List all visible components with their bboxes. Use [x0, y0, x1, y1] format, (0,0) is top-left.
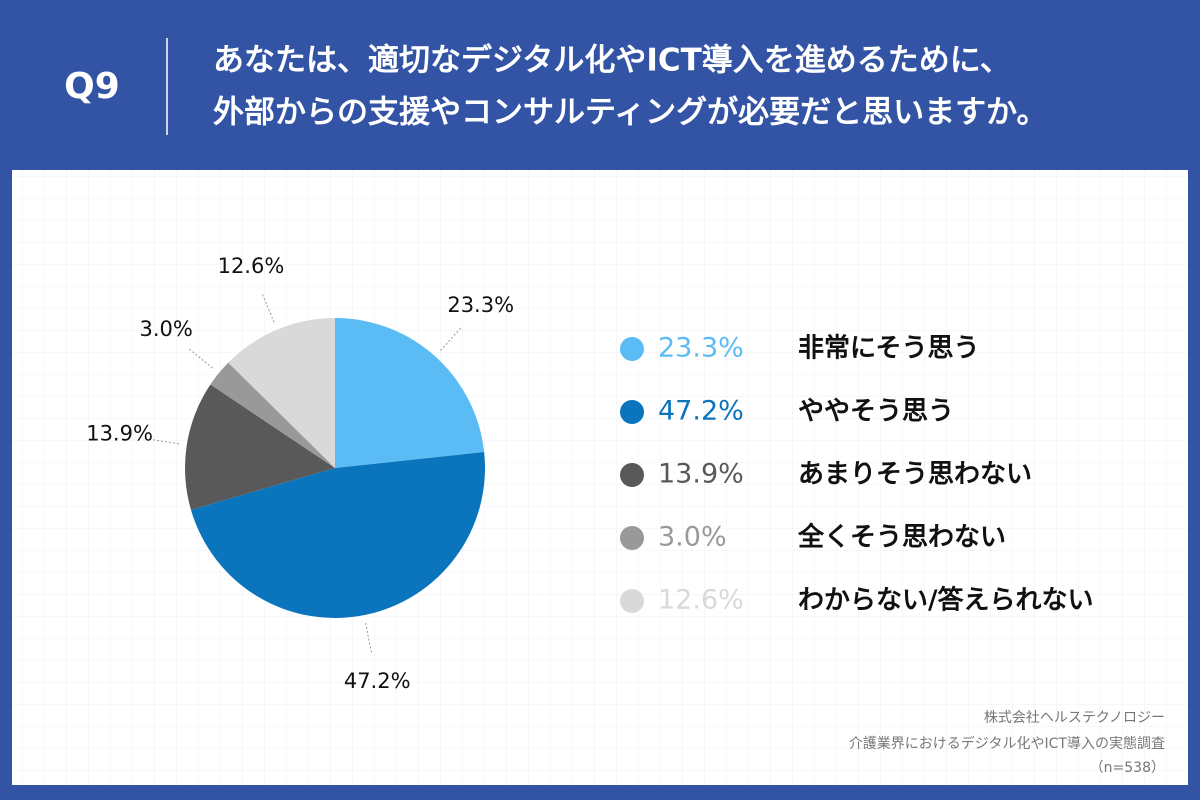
question-line: あなたは、適切なデジタル化やICT導入を進めるために、: [213, 43, 1011, 79]
legend-marker: [620, 337, 644, 361]
legend-label: 全くそう思わない: [797, 522, 1006, 553]
leader-line: [147, 438, 179, 445]
leader-line: [187, 347, 213, 369]
pie-label: 47.2%: [344, 669, 411, 693]
leader-line: [365, 622, 373, 655]
legend-label: わからない/答えられない: [798, 585, 1094, 616]
legend-value: 12.6%: [658, 585, 744, 616]
legend-value: 3.0%: [658, 522, 727, 553]
legend-marker: [620, 526, 644, 550]
pie-slice: [228, 318, 335, 468]
source: 株式会社ヘルステクノロジー: [984, 710, 1165, 726]
leader-line: [440, 326, 463, 351]
pie-slice: [185, 384, 335, 510]
legend-label: ややそう思う: [798, 397, 954, 427]
legend-value: 13.9%: [658, 459, 744, 490]
pie-label: 12.6%: [218, 254, 285, 278]
legend-label: 非常にそう思う: [798, 334, 979, 364]
pie-label: 3.0%: [139, 317, 192, 341]
pie-slice: [210, 362, 335, 468]
source: （n=538）: [1090, 760, 1165, 776]
leader-line: [261, 292, 275, 323]
legend-label: あまりそう思わない: [798, 460, 1032, 490]
pie-label: 13.9%: [86, 422, 153, 446]
question-number: Q9: [64, 66, 120, 107]
pie-slice: [190, 452, 486, 618]
legend-marker: [620, 589, 644, 613]
source: 介護業界におけるデジタル化やICT導入の実態調査: [849, 735, 1165, 752]
pie-slice: [335, 318, 485, 468]
legend-value: 47.2%: [658, 396, 744, 427]
legend-value: 23.3%: [658, 333, 744, 364]
legend-marker: [620, 463, 644, 487]
question-line: 外部からの支援やコンサルティングが必要だと思いますか。: [213, 95, 1048, 131]
legend-marker: [620, 400, 644, 424]
pie-label: 23.3%: [447, 293, 514, 317]
